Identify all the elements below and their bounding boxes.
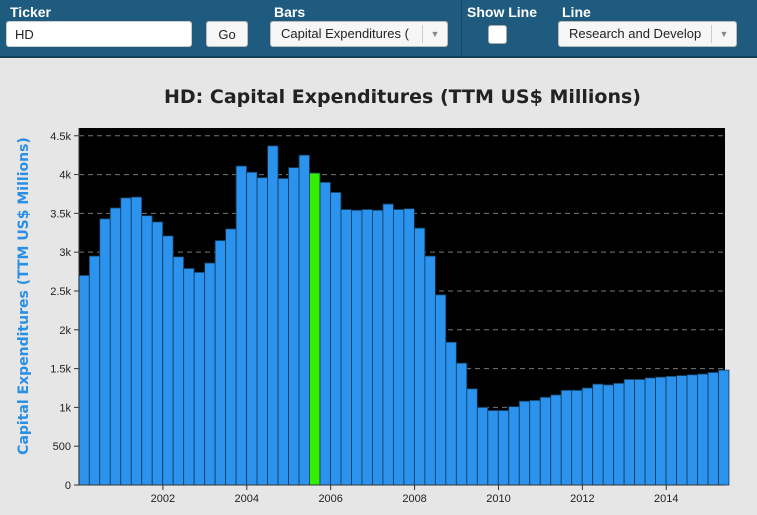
bar bbox=[214, 240, 226, 486]
bar bbox=[497, 410, 510, 486]
bar bbox=[267, 145, 279, 486]
bar bbox=[676, 375, 688, 486]
bar bbox=[109, 207, 122, 486]
bar bbox=[235, 165, 247, 486]
x-tick-label: 2010 bbox=[486, 493, 510, 505]
bars-select-value: Capital Expenditures ( bbox=[281, 26, 409, 41]
line-label: Line bbox=[562, 4, 591, 20]
bar bbox=[183, 268, 195, 486]
bar bbox=[655, 376, 667, 486]
bar bbox=[571, 389, 583, 486]
bar bbox=[434, 294, 447, 486]
y-tick-label: 1.5k bbox=[50, 364, 71, 376]
line-select[interactable]: Research and Develop ▼ bbox=[558, 21, 737, 47]
bars-label: Bars bbox=[274, 4, 306, 20]
bar bbox=[162, 235, 174, 486]
bar bbox=[120, 197, 132, 486]
x-tick-label: 2002 bbox=[151, 493, 175, 505]
y-tick-label: 2.5k bbox=[50, 286, 71, 298]
bar bbox=[99, 218, 111, 486]
chevron-down-icon: ▼ bbox=[422, 25, 447, 43]
bar bbox=[560, 389, 573, 486]
bar bbox=[151, 221, 164, 486]
bar bbox=[518, 400, 531, 486]
bar bbox=[466, 388, 478, 486]
bar bbox=[130, 196, 143, 486]
y-tick-label: 4.5k bbox=[50, 131, 71, 143]
bar bbox=[487, 410, 499, 486]
y-tick-label: 1k bbox=[59, 402, 71, 414]
bar bbox=[592, 383, 604, 486]
bar bbox=[340, 209, 352, 486]
show-line-label: Show Line bbox=[467, 4, 537, 20]
bar bbox=[256, 177, 268, 486]
bar bbox=[351, 209, 363, 486]
bar bbox=[193, 271, 206, 486]
bar bbox=[393, 209, 405, 486]
bar bbox=[697, 373, 709, 486]
bar bbox=[246, 171, 258, 486]
x-tick-label: 2006 bbox=[318, 493, 342, 505]
bar bbox=[277, 178, 289, 486]
bar bbox=[424, 255, 436, 486]
bar bbox=[613, 382, 625, 486]
show-line-checkbox[interactable] bbox=[488, 25, 507, 44]
toolbar-divider bbox=[461, 0, 462, 56]
bar bbox=[718, 369, 730, 486]
y-tick-label: 2k bbox=[59, 325, 71, 337]
bar bbox=[88, 255, 101, 486]
highlighted-bar bbox=[309, 172, 321, 486]
bar bbox=[644, 377, 656, 486]
bar bbox=[602, 384, 614, 486]
go-button[interactable]: Go bbox=[206, 21, 248, 47]
bar bbox=[330, 192, 342, 486]
y-tick-label: 500 bbox=[53, 441, 71, 453]
bar bbox=[361, 209, 373, 486]
bar bbox=[539, 396, 552, 486]
chevron-down-icon: ▼ bbox=[711, 25, 736, 43]
bar bbox=[550, 394, 562, 486]
ticker-label: Ticker bbox=[10, 4, 51, 20]
y-tick-label: 3k bbox=[59, 247, 71, 259]
bar bbox=[623, 379, 635, 486]
bar bbox=[445, 341, 457, 486]
x-tick-label: 2014 bbox=[654, 493, 678, 505]
y-tick-label: 0 bbox=[65, 480, 71, 492]
bar bbox=[298, 154, 310, 486]
bars-select[interactable]: Capital Expenditures ( ▼ bbox=[270, 21, 448, 47]
bar bbox=[476, 406, 489, 486]
bar bbox=[508, 406, 520, 486]
bar bbox=[581, 387, 594, 486]
x-tick-label: 2004 bbox=[235, 493, 259, 505]
ticker-input[interactable] bbox=[6, 21, 192, 47]
bar bbox=[707, 372, 719, 486]
bar bbox=[403, 208, 415, 486]
bar bbox=[665, 375, 677, 486]
bar bbox=[288, 167, 300, 486]
toolbar: Ticker Go Bars Capital Expenditures ( ▼ … bbox=[0, 0, 757, 58]
bar bbox=[225, 228, 237, 486]
bar bbox=[319, 181, 331, 486]
x-tick-label: 2012 bbox=[570, 493, 594, 505]
bar bbox=[141, 215, 153, 486]
x-tick-label: 2008 bbox=[402, 493, 426, 505]
bar bbox=[455, 362, 468, 486]
chart-title: HD: Capital Expenditures (TTM US$ Millio… bbox=[164, 86, 641, 108]
bar bbox=[414, 227, 426, 486]
bar bbox=[634, 379, 646, 486]
bar bbox=[372, 209, 384, 486]
bar bbox=[529, 400, 541, 486]
bar bbox=[172, 256, 185, 486]
bar bbox=[382, 203, 394, 486]
y-tick-label: 3.5k bbox=[50, 208, 71, 220]
bar bbox=[686, 374, 698, 486]
line-select-value: Research and Develop bbox=[569, 26, 702, 41]
bar bbox=[204, 262, 216, 486]
y-tick-label: 4k bbox=[59, 170, 71, 182]
bar bbox=[78, 275, 90, 486]
